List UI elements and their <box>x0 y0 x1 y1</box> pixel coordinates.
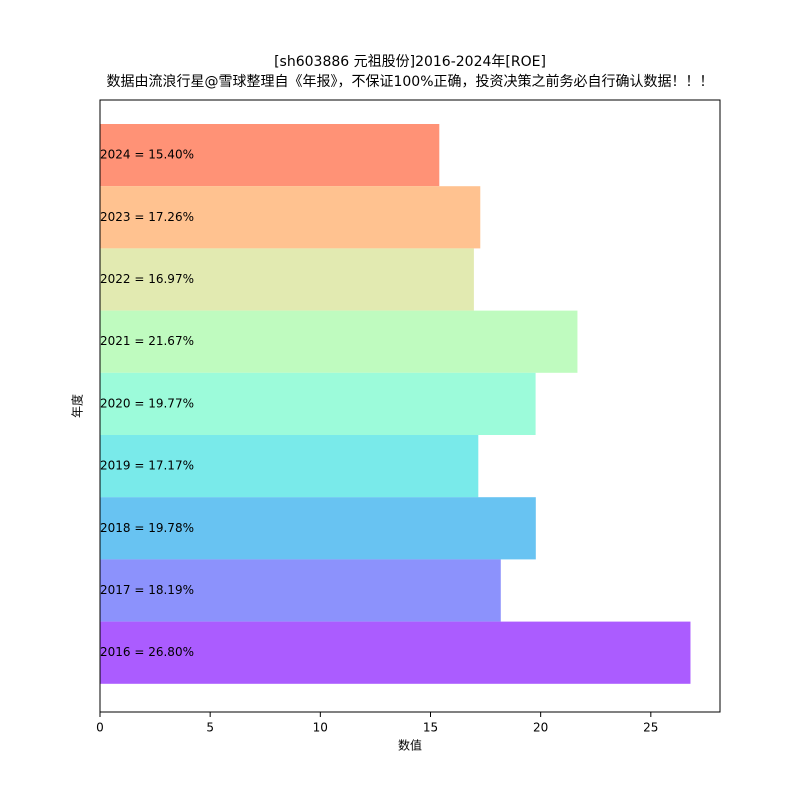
bar <box>100 310 578 373</box>
bar <box>100 372 536 435</box>
value-label: 2024 = 15.40% <box>100 148 194 162</box>
x-tick-label: 20 <box>533 721 548 735</box>
bar <box>100 497 536 560</box>
bar <box>100 621 691 684</box>
value-label: 2016 = 26.80% <box>100 645 194 659</box>
x-tick-label: 5 <box>206 721 214 735</box>
y-axis-label: 年度 <box>70 394 85 418</box>
x-tick-label: 25 <box>643 721 658 735</box>
bar <box>100 248 474 311</box>
bar <box>100 559 501 622</box>
value-label: 2023 = 17.26% <box>100 210 194 224</box>
chart-title: [sh603886 元祖股份]2016-2024年[ROE] <box>274 54 546 70</box>
bar <box>100 435 479 498</box>
value-label: 2018 = 19.78% <box>100 521 194 535</box>
plot-frame <box>99 99 721 713</box>
x-tick-label: 10 <box>313 721 328 735</box>
x-tick-label: 0 <box>96 721 104 735</box>
bar <box>100 186 481 249</box>
x-tick-label: 15 <box>423 721 438 735</box>
value-label: 2019 = 17.17% <box>100 459 194 473</box>
value-label: 2022 = 16.97% <box>100 272 194 286</box>
chart-subtitle: 数据由流浪行星@雪球整理自《年报》，不保证100%正确，投资决策之前务必自行确认… <box>106 73 713 90</box>
value-label: 2017 = 18.19% <box>100 583 194 597</box>
x-axis-label: 数值 <box>398 738 422 753</box>
value-label: 2021 = 21.67% <box>100 334 194 348</box>
value-label: 2020 = 19.77% <box>100 396 194 410</box>
bar <box>100 124 440 187</box>
